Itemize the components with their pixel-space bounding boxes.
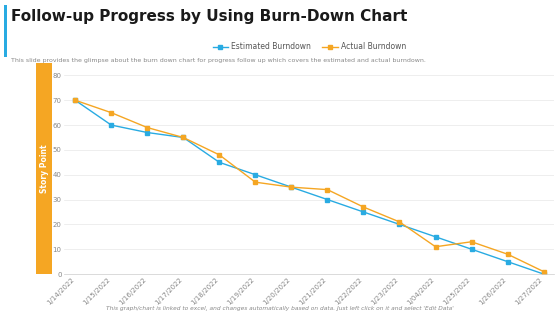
Estimated Burndown: [468, 247, 475, 251]
Actual Burndown: [360, 205, 367, 209]
Actual Burndown: [324, 188, 331, 192]
Actual Burndown: [288, 185, 295, 189]
Estimated Burndown: [396, 222, 403, 226]
Actual Burndown: [504, 252, 511, 256]
Actual Burndown: [432, 245, 439, 249]
Actual Burndown: [216, 153, 223, 157]
Actual Burndown: [252, 180, 259, 184]
Actual Burndown: [72, 98, 78, 102]
Estimated Burndown: [180, 135, 186, 139]
Estimated Burndown: [216, 160, 223, 164]
Estimated Burndown: [288, 185, 295, 189]
Estimated Burndown: [360, 210, 367, 214]
Estimated Burndown: [324, 198, 331, 202]
Estimated Burndown: [108, 123, 115, 127]
Text: Story Point: Story Point: [40, 144, 49, 193]
Actual Burndown: [144, 126, 151, 129]
Text: Follow-up Progress by Using Burn-Down Chart: Follow-up Progress by Using Burn-Down Ch…: [11, 9, 408, 25]
Actual Burndown: [468, 240, 475, 244]
Actual Burndown: [396, 220, 403, 224]
Estimated Burndown: [252, 173, 259, 177]
Legend: Estimated Burndown, Actual Burndown: Estimated Burndown, Actual Burndown: [209, 39, 409, 54]
Actual Burndown: [540, 270, 547, 273]
Estimated Burndown: [72, 98, 78, 102]
Estimated Burndown: [144, 131, 151, 135]
Text: This slide provides the glimpse about the burn down chart for progress follow up: This slide provides the glimpse about th…: [11, 58, 426, 63]
Estimated Burndown: [504, 260, 511, 264]
Line: Actual Burndown: Actual Burndown: [73, 98, 545, 274]
Line: Estimated Burndown: Estimated Burndown: [73, 98, 545, 276]
Text: This graph/chart is linked to excel, and changes automatically based on data. Ju: This graph/chart is linked to excel, and…: [106, 306, 454, 311]
Estimated Burndown: [432, 235, 439, 239]
Estimated Burndown: [540, 272, 547, 276]
Actual Burndown: [108, 111, 115, 115]
Actual Burndown: [180, 135, 186, 139]
